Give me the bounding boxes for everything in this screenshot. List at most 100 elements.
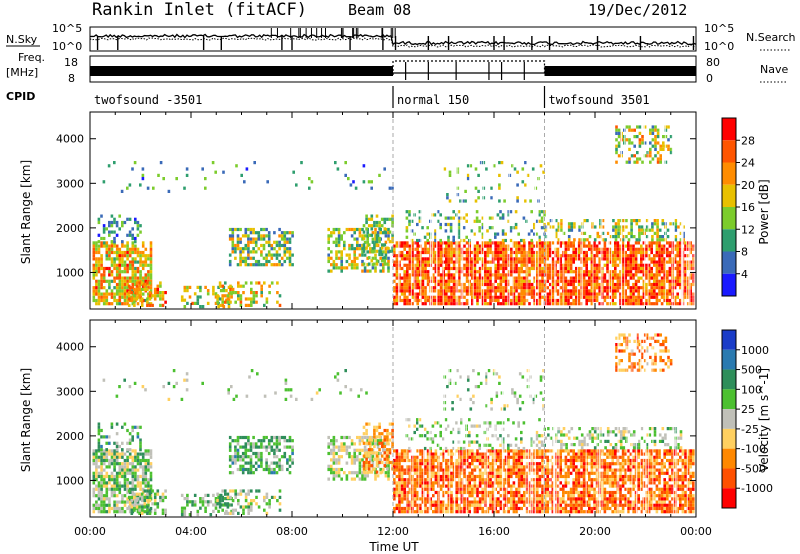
rti-cell xyxy=(95,462,98,466)
rti-cell xyxy=(383,262,387,266)
rti-cell xyxy=(647,289,651,293)
rti-cell xyxy=(388,249,392,253)
rti-cell xyxy=(616,241,620,245)
rti-cell xyxy=(686,254,690,258)
rti-cell xyxy=(547,222,550,226)
rti-cell xyxy=(161,495,165,499)
rti-cell xyxy=(288,435,292,440)
rti-cell xyxy=(517,247,521,251)
rti-cell xyxy=(379,471,382,475)
rti-cell xyxy=(499,210,502,214)
rti-cell xyxy=(471,302,474,306)
rti-cell xyxy=(375,425,379,429)
rti-cell xyxy=(273,471,276,475)
rti-cell xyxy=(473,282,477,287)
rti-cell xyxy=(577,266,581,271)
rti-cell xyxy=(345,266,349,270)
rti-cell xyxy=(291,253,294,257)
rti-cell xyxy=(136,432,140,436)
rti-cell xyxy=(224,489,227,493)
rti-cell xyxy=(350,458,354,462)
rti-cell xyxy=(458,289,461,293)
rti-cell xyxy=(278,489,282,493)
rti-cell xyxy=(642,286,646,290)
rti-cell xyxy=(575,247,578,251)
rti-cell xyxy=(662,135,665,139)
rti-cell xyxy=(148,495,152,499)
rti-cell xyxy=(510,273,513,277)
rti-cell xyxy=(460,270,464,274)
rti-cell xyxy=(679,279,682,283)
rti-cell xyxy=(267,451,271,456)
rti-cell xyxy=(105,441,108,445)
rti-cell xyxy=(647,244,651,248)
rti-cell xyxy=(343,231,346,235)
rti-cell xyxy=(634,254,638,258)
rti-cell xyxy=(442,510,445,514)
rti-cell xyxy=(660,282,664,287)
rti-cell xyxy=(564,241,568,245)
rti-cell xyxy=(95,487,98,491)
rti-cell xyxy=(153,511,157,515)
rti-cell xyxy=(204,500,207,504)
rti-cell xyxy=(335,451,338,456)
rti-cell xyxy=(439,263,443,267)
rti-cell xyxy=(606,289,609,293)
rti-cell xyxy=(588,282,591,287)
rti-cell xyxy=(378,224,381,228)
rti-cell xyxy=(237,502,240,506)
rti-cell xyxy=(212,292,215,296)
rti-cell xyxy=(126,481,129,485)
rti-cell xyxy=(437,247,440,251)
rti-cell xyxy=(471,263,474,267)
rti-cell xyxy=(582,244,586,248)
rti-cell xyxy=(92,257,96,261)
rti-cell xyxy=(530,247,534,251)
rti-cell xyxy=(588,273,591,277)
rti-cell xyxy=(424,260,427,264)
rti-cell xyxy=(95,478,98,482)
rti-cell xyxy=(393,295,396,299)
rti-cell xyxy=(572,286,575,290)
rti-cell xyxy=(636,151,639,155)
rti-cell xyxy=(265,502,269,506)
rti-cell xyxy=(567,282,570,287)
rti-cell xyxy=(110,474,114,479)
rti-cell xyxy=(484,270,487,274)
rti-cell xyxy=(115,432,119,436)
rti-cell xyxy=(110,263,114,267)
rti-cell xyxy=(666,298,669,303)
rti-cell xyxy=(621,266,625,271)
rti-cell xyxy=(473,276,477,280)
gap-streak xyxy=(624,112,626,309)
rti-cell xyxy=(494,273,497,277)
rti-cell xyxy=(164,489,167,493)
rti-cell xyxy=(110,260,114,264)
rti-cell xyxy=(141,266,145,271)
rti-cell xyxy=(236,237,240,241)
rti-cell xyxy=(499,295,503,299)
rti-cell xyxy=(633,135,636,139)
rti-cell xyxy=(494,289,497,293)
rti-cell xyxy=(460,302,464,306)
rti-cell xyxy=(679,286,682,290)
rti-cell xyxy=(429,468,432,472)
rti-cell xyxy=(645,282,648,287)
rti-cell xyxy=(350,259,354,264)
rti-cell xyxy=(353,451,356,456)
rti-cell xyxy=(361,243,364,248)
rti-cell xyxy=(353,471,356,475)
rti-cell xyxy=(100,435,103,439)
rti-cell xyxy=(92,276,96,280)
rti-cell xyxy=(640,276,643,280)
rti-cell xyxy=(362,164,366,168)
rti-cell xyxy=(395,458,399,463)
rti-cell xyxy=(674,235,678,239)
rti-cell xyxy=(367,256,371,260)
rti-cell xyxy=(147,481,150,485)
rti-cell xyxy=(606,247,609,251)
rti-cell xyxy=(183,509,187,513)
rti-cell xyxy=(679,273,682,277)
rti-cell xyxy=(380,441,384,445)
rti-cell xyxy=(345,445,349,449)
